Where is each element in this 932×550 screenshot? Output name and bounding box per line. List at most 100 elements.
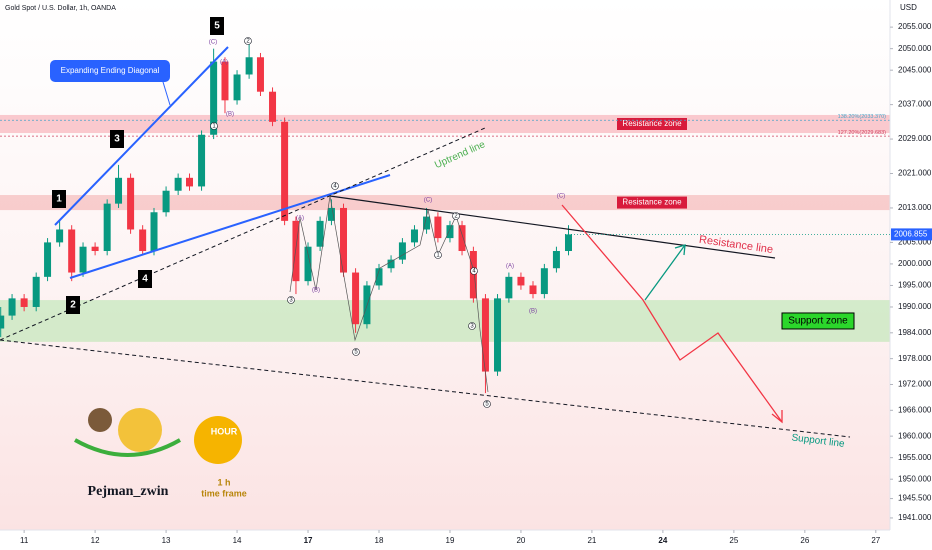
y-tick-label: 2000.000 (898, 259, 932, 268)
x-tick-label: 26 (800, 536, 809, 545)
candle-body (292, 220, 300, 282)
zone-label: Resistance zone (622, 119, 682, 128)
author-logo: HOUR Pejman_zwin 1 h time frame (74, 408, 247, 499)
wave-circle (470, 267, 478, 275)
wave-circle (434, 251, 442, 259)
y-tick-label: 1990.000 (898, 302, 932, 311)
last-price-box (891, 228, 932, 241)
arrow-head (771, 410, 783, 424)
wave-circle (468, 322, 476, 330)
wave-number-small: 3 (289, 298, 293, 304)
y-tick-label: 1978.000 (898, 354, 932, 363)
zone (0, 300, 890, 342)
y-tick-label: 2050.000 (898, 44, 932, 53)
candle-body (481, 298, 489, 372)
callout-text: Expanding Ending Diagonal (61, 66, 160, 75)
candle-body (327, 207, 335, 221)
y-tick-label: 2029.000 (898, 134, 932, 143)
x-tick-label: 20 (516, 536, 525, 545)
x-tick-label: 27 (871, 536, 880, 545)
candle-body (198, 134, 206, 187)
projection-up (644, 244, 686, 301)
x-tick-label: 19 (446, 536, 455, 545)
wave-number-small: 4 (472, 269, 476, 275)
wave-number-small: 4 (333, 184, 337, 190)
wave-box (138, 270, 152, 288)
last-price-label: 2006.855 (894, 230, 928, 239)
y-tick-label: 1972.000 (898, 380, 932, 389)
candle-body (44, 242, 52, 277)
wave-number: 1 (56, 194, 62, 205)
author-name: Pejman_zwin (88, 484, 169, 499)
axis-unit: USD (900, 3, 917, 12)
y-tick-label: 2005.000 (898, 238, 932, 247)
candle-body (150, 212, 158, 252)
x-tick-label: 17 (304, 536, 313, 545)
candle-body (398, 242, 406, 260)
candle-body (458, 225, 466, 252)
y-tick-label: 2021.000 (898, 169, 932, 178)
wave-circle (210, 122, 218, 130)
x-tick-label: 11 (20, 536, 29, 545)
timeframe-text: time frame (201, 488, 247, 498)
x-tick-label: 25 (729, 536, 738, 545)
badge-circle (194, 416, 242, 464)
diagonal-upper (54, 46, 229, 226)
candle-body (340, 207, 348, 273)
diagonal-lower (69, 174, 391, 279)
support-line (0, 339, 851, 438)
candle-body (564, 234, 572, 252)
wave-circle (452, 212, 460, 220)
y-tick-label: 1945.500 (898, 494, 932, 503)
zone-label-box (781, 312, 855, 330)
candle-body (0, 315, 5, 329)
candle-body (56, 229, 64, 243)
badge-text: HOUR (211, 426, 238, 436)
y-tick-label: 2055.000 (898, 22, 932, 31)
candle-body (162, 190, 170, 213)
fib-label: 138.20%(2033.370) (838, 114, 886, 120)
candle-body (174, 177, 182, 191)
candle-body (269, 91, 277, 122)
uptrend-line (0, 127, 486, 341)
arrow-head (674, 244, 686, 256)
wave-circle (331, 182, 339, 190)
wave-number-small: 1 (436, 253, 440, 259)
y-tick-label: 1966.000 (898, 405, 932, 414)
candle-body (79, 246, 87, 273)
candle-body (68, 229, 76, 273)
wave-label: (B) (529, 309, 537, 315)
wave-number: 5 (214, 21, 220, 32)
wave-label: (B) (226, 112, 234, 118)
candle-body (139, 229, 147, 252)
y-tick-label: 1950.000 (898, 474, 932, 483)
wave-circle (483, 400, 491, 408)
y-tick-label: 1941.000 (898, 513, 932, 522)
x-tick-label: 21 (587, 536, 596, 545)
x-tick-label: 12 (91, 536, 100, 545)
candle-body (434, 216, 442, 239)
wave-number-small: 5 (485, 402, 489, 408)
candle-body (256, 57, 264, 92)
y-tick-label: 1960.000 (898, 431, 932, 440)
candle-body (185, 177, 193, 187)
candle-body (387, 259, 395, 269)
zone-label: Resistance zone (622, 198, 682, 207)
candle-body (529, 285, 537, 295)
candle-body (517, 276, 525, 286)
wave-label: (C) (424, 198, 432, 204)
candle-body (8, 298, 16, 316)
y-tick-label: 2013.000 (898, 203, 932, 212)
miner-figure (88, 408, 112, 432)
candle-body (210, 61, 218, 135)
candle-body (304, 246, 312, 282)
logo-arc (74, 438, 181, 457)
y-tick-label: 1984.000 (898, 328, 932, 337)
wave-label: (B) (312, 288, 320, 294)
timeframe-text: 1 h (217, 477, 230, 487)
candle-body (32, 276, 40, 307)
candle-body (316, 220, 324, 247)
wave-label: (A) (296, 216, 304, 222)
wave-box (66, 296, 80, 314)
